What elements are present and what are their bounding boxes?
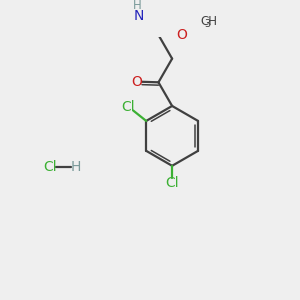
Text: N: N xyxy=(134,9,144,23)
Text: H: H xyxy=(71,160,81,174)
Text: O: O xyxy=(176,28,187,42)
Text: H: H xyxy=(133,0,141,12)
Text: CH: CH xyxy=(200,15,217,28)
Text: Cl: Cl xyxy=(165,176,179,190)
Text: Cl: Cl xyxy=(43,160,57,174)
Text: Cl: Cl xyxy=(122,100,135,114)
Text: O: O xyxy=(131,75,142,89)
Text: 3: 3 xyxy=(204,19,210,29)
